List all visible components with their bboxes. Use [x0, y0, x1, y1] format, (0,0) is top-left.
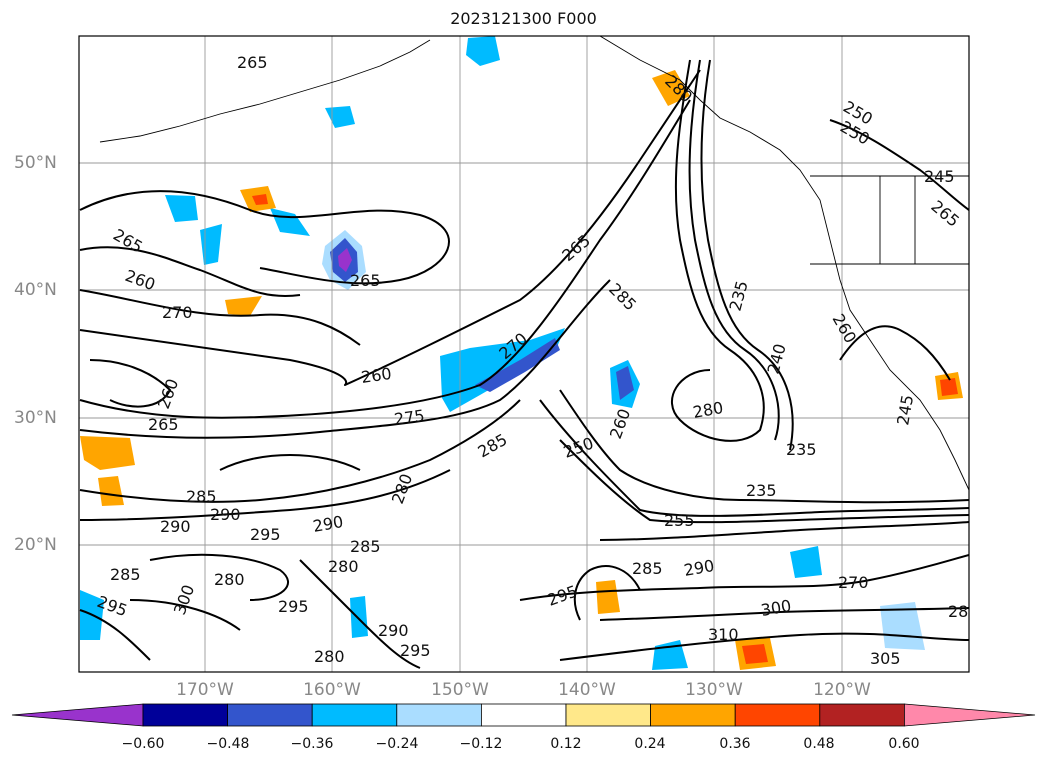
contour-label: 280: [214, 570, 245, 589]
contour-label: 270: [838, 573, 869, 592]
lat-label: 40°N: [14, 280, 57, 300]
colorbar-segment: [565, 703, 651, 727]
contour-label: 305: [870, 649, 901, 668]
lon-label: 170°W: [176, 680, 234, 700]
contour-label: 280: [328, 557, 359, 576]
colorbar-segment: [311, 703, 398, 727]
blue-patch-south-4: [350, 596, 368, 638]
orange-patch-gulf: [652, 70, 690, 106]
colorbar-tick-label: 0.36: [719, 736, 751, 752]
contour-label: 290: [160, 517, 191, 536]
colorbar-extend-left: [11, 703, 144, 727]
lon-label: 130°W: [685, 680, 743, 700]
contour-lines: [79, 59, 969, 669]
contour-label: 285: [186, 487, 217, 506]
orange-patch-west-2: [98, 476, 124, 506]
lat-label: 50°N: [14, 153, 57, 173]
contour-label: 245: [924, 167, 955, 186]
colorbar-segment: [396, 703, 482, 727]
colorbar-tick-label: −0.36: [290, 736, 334, 752]
contour-label: 295: [278, 597, 309, 616]
colorbar-tick-label: −0.60: [121, 736, 165, 752]
contour-label: 265: [148, 415, 179, 434]
colorbar-segment: [650, 703, 736, 727]
contour-label: 235: [746, 481, 777, 500]
orange-patch-subtropic: [596, 580, 620, 614]
contour-label: 290: [210, 505, 241, 524]
contour-label: 285: [350, 537, 381, 556]
contour-label: 285: [632, 559, 663, 578]
orange-patch-west: [80, 436, 135, 470]
colorbar-tick-label: −0.24: [375, 736, 419, 752]
blue-patch-west-1: [165, 195, 198, 222]
navy-low-center: [616, 366, 634, 400]
red-patch-aleutian: [252, 194, 268, 205]
blue-patch-south-1: [790, 546, 822, 578]
blue-patch-west-3: [270, 208, 310, 236]
contour-label: 295: [250, 525, 281, 544]
contour-label: 255: [664, 511, 695, 530]
orange-patch-mid: [225, 296, 262, 316]
lat-label: 30°N: [14, 408, 57, 428]
blue-patch-west-2: [200, 224, 222, 265]
contour-label: 285: [948, 602, 979, 621]
blue-patch-south-3: [880, 602, 925, 650]
contour-label: 295: [400, 641, 431, 660]
colorbar-segment: [227, 703, 313, 727]
contour-label: 310: [708, 625, 739, 644]
blue-patch-aleutian: [325, 106, 355, 128]
lon-label: 160°W: [303, 680, 361, 700]
colorbar-tick-label: 0.60: [888, 736, 920, 752]
contour-label: 275: [393, 406, 426, 429]
lon-label: 140°W: [558, 680, 616, 700]
purple-low-center: [338, 248, 352, 272]
blue-patch-north: [466, 36, 500, 66]
contour-label: 235: [786, 440, 817, 459]
colorbar-extend-right: [904, 703, 1036, 727]
contour-label: 285: [110, 565, 141, 584]
colorbar-segment: [480, 703, 567, 727]
contour-label: 290: [378, 621, 409, 640]
shaded-patches: [80, 36, 963, 670]
map-title: 2023121300 F000: [450, 9, 597, 28]
lon-label: 120°W: [813, 680, 871, 700]
lat-label: 20°N: [14, 535, 57, 555]
contour-label: 260: [360, 364, 393, 387]
red-patch-california: [940, 378, 958, 396]
colorbar: [11, 703, 1036, 727]
navy-band: [475, 338, 560, 392]
colorbar-tick-label: 0.12: [550, 736, 582, 752]
colorbar-tick-label: 0.24: [634, 736, 666, 752]
contour-label: 265: [350, 271, 381, 290]
coastlines: [99, 36, 969, 491]
contour-label: 270: [162, 303, 193, 322]
lon-label: 150°W: [431, 680, 489, 700]
contour-label: 280: [314, 647, 345, 666]
colorbar-tick-label: −0.12: [459, 736, 503, 752]
red-patch-southeast: [742, 644, 768, 664]
colorbar-segment: [142, 703, 228, 727]
contour-label: 265: [237, 53, 268, 72]
colorbar-tick-label: −0.48: [206, 736, 250, 752]
graticule: [79, 36, 969, 672]
colorbar-segment: [734, 703, 821, 727]
map-frame: [78, 35, 970, 673]
colorbar-tick-label: 0.48: [803, 736, 835, 752]
colorbar-segment: [819, 703, 905, 727]
map-area: 265 265 260 270 265 260 260 265 275 270 …: [79, 36, 979, 672]
